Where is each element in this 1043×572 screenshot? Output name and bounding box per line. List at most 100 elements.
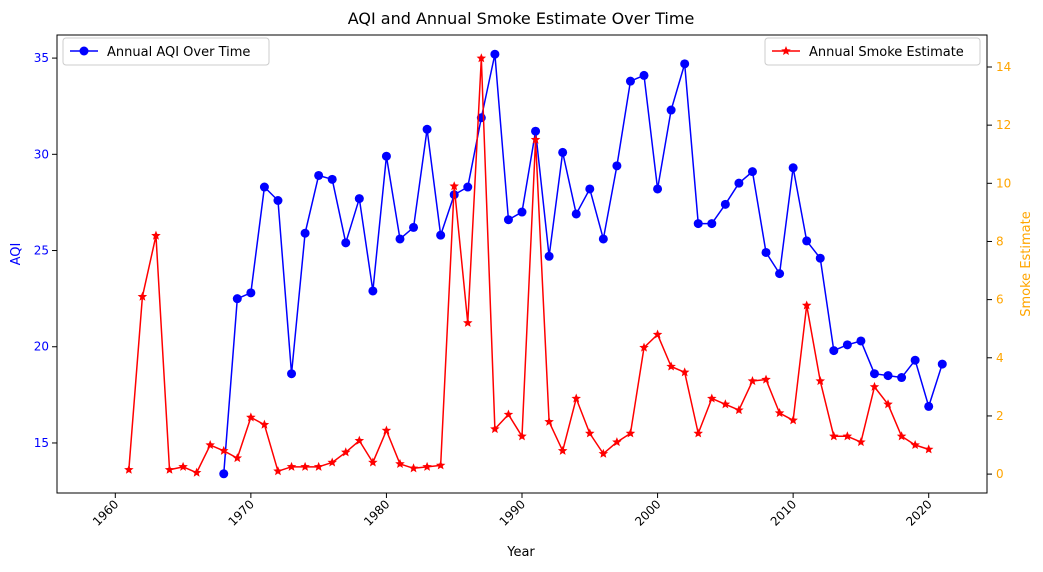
smoke-point	[883, 399, 893, 409]
aqi-point	[300, 228, 310, 238]
x-axis-label: Year	[506, 545, 535, 560]
x-tick-label: 1960	[90, 497, 121, 528]
legend-smoke-box	[764, 37, 981, 66]
aqi-point	[693, 219, 703, 229]
smoke-point	[720, 399, 731, 409]
smoke-point	[354, 435, 365, 445]
smoke-point	[178, 461, 188, 471]
smoke-point	[612, 437, 622, 447]
smoke-point	[246, 412, 256, 422]
smoke-point	[286, 461, 297, 471]
x-tick-label: 1990	[497, 497, 528, 528]
smoke-point	[842, 431, 853, 441]
aqi-point	[558, 147, 568, 157]
aqi-point	[409, 222, 419, 232]
smoke-point	[585, 428, 595, 438]
left-tick-label: 20	[34, 340, 49, 354]
aqi-point	[395, 234, 405, 244]
left-tick-label: 25	[34, 244, 49, 258]
smoke-point	[557, 445, 568, 455]
right-tick-label: 14	[996, 60, 1011, 74]
aqi-point	[219, 469, 229, 479]
aqi-point	[883, 371, 893, 381]
aqi-point	[815, 253, 825, 263]
aqi-point	[571, 209, 581, 219]
left-axis-label: AQI	[9, 243, 24, 266]
smoke-point	[666, 361, 676, 371]
legend-aqi-label: Annual AQI Over Time	[107, 45, 250, 60]
aqi-point	[259, 182, 269, 192]
legend-smoke: Annual Smoke Estimate	[764, 37, 981, 66]
smoke-point	[788, 415, 798, 425]
smoke-point	[395, 458, 405, 468]
smoke-point	[530, 134, 541, 144]
x-tick-label: 1980	[361, 497, 392, 528]
smoke-point	[747, 376, 758, 386]
legend-star-icon	[781, 46, 791, 56]
aqi-point	[707, 219, 717, 229]
smoke-point	[327, 457, 337, 467]
smoke-point	[137, 291, 148, 301]
smoke-point	[856, 437, 866, 447]
aqi-point	[829, 346, 839, 356]
smoke-point	[707, 393, 717, 403]
smoke-point	[896, 431, 907, 441]
aqi-point	[680, 59, 690, 69]
smoke-point	[652, 329, 663, 339]
smoke-point	[774, 408, 785, 418]
left-tick-label: 30	[34, 147, 49, 161]
aqi-point	[910, 355, 920, 365]
aqi-point	[517, 207, 527, 217]
smoke-point	[164, 464, 175, 474]
series-line-aqi	[223, 53, 943, 474]
smoke-point	[422, 461, 432, 471]
right-axis-label: Smoke Estimate	[1019, 211, 1034, 317]
legend-aqi: Annual AQI Over Time	[62, 37, 270, 66]
smoke-point	[829, 431, 839, 441]
smoke-point	[381, 425, 392, 435]
right-tick-label: 0	[996, 467, 1004, 481]
aqi-point	[625, 76, 635, 86]
aqi-point	[287, 369, 297, 379]
aqi-point	[463, 182, 473, 192]
right-tick-label: 8	[996, 234, 1004, 248]
aqi-point	[314, 170, 324, 180]
legend-smoke-marker	[781, 46, 791, 56]
aqi-point	[612, 161, 622, 171]
smoke-point	[273, 466, 283, 476]
smoke-point	[544, 416, 554, 426]
smoke-point	[571, 393, 581, 403]
left-tick-label: 15	[34, 436, 49, 450]
smoke-point	[734, 405, 744, 415]
aqi-point	[368, 286, 378, 296]
aqi-point	[842, 340, 852, 350]
smoke-point	[300, 461, 310, 471]
aqi-point	[775, 269, 785, 279]
aqi-point	[341, 238, 351, 248]
aqi-point	[544, 251, 554, 261]
aqi-point	[354, 194, 364, 204]
aqi-point	[761, 247, 771, 257]
aqi-point	[924, 401, 934, 411]
legend-aqi-box	[62, 37, 270, 66]
smoke-point	[625, 428, 636, 438]
aqi-point	[232, 294, 242, 304]
smoke-point	[408, 463, 419, 473]
smoke-point	[679, 367, 690, 377]
aqi-point	[937, 359, 947, 369]
smoke-point	[205, 440, 215, 450]
legend-aqi-marker	[79, 46, 89, 56]
x-tick-label: 1970	[225, 497, 256, 528]
smoke-point	[869, 381, 880, 391]
series-layer	[124, 49, 947, 479]
aqi-point	[381, 151, 391, 161]
aqi-point	[585, 184, 595, 194]
smoke-point	[124, 464, 134, 474]
aqi-point	[869, 369, 879, 379]
aqi-point	[639, 70, 649, 80]
aqi-point	[802, 236, 812, 246]
aqi-point	[436, 230, 446, 240]
smoke-point	[598, 448, 609, 458]
